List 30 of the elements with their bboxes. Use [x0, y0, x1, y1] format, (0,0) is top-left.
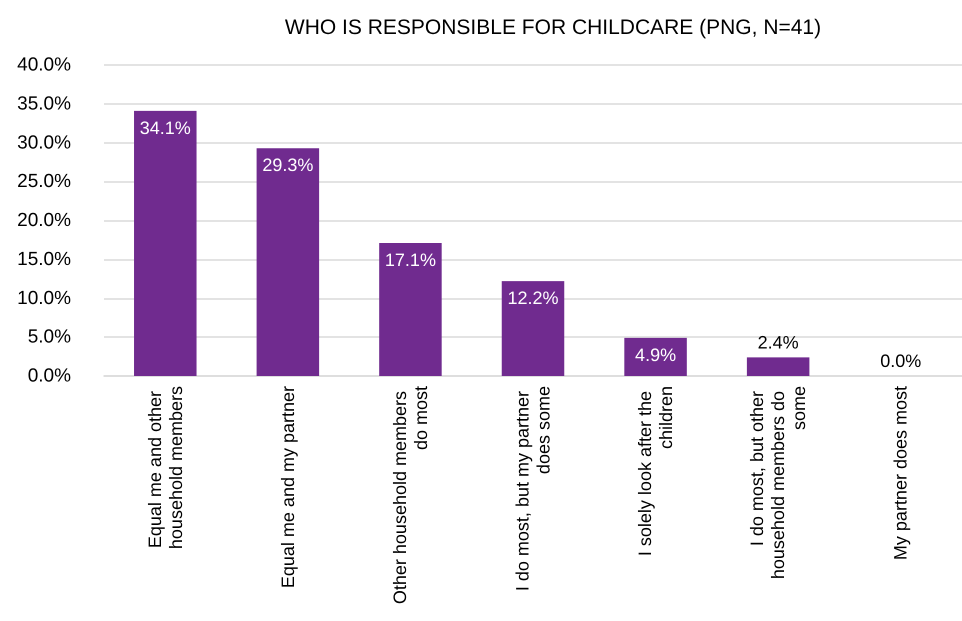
data-label: 12.2%: [507, 288, 559, 308]
y-tick-label: 25.0%: [17, 171, 72, 192]
data-label: 0.0%: [880, 351, 922, 371]
x-tick-label: Equal me and other household members: [144, 386, 186, 550]
y-tick-label: 30.0%: [17, 132, 72, 154]
data-label: 34.1%: [140, 118, 191, 138]
x-tick-label: I solely look after the children: [635, 386, 676, 556]
chart-title: WHO IS RESPONSIBLE FOR CHILDCARE (PNG, N=41): [284, 16, 822, 39]
y-tick-label: 20.0%: [17, 210, 72, 231]
x-tick-label: My partner does most: [890, 386, 911, 560]
y-tick-label: 0.0%: [28, 366, 72, 386]
bar: [746, 357, 810, 376]
bar: [379, 243, 442, 376]
y-tick-label: 15.0%: [17, 248, 72, 270]
bar: [134, 110, 197, 376]
data-label: 29.3%: [262, 155, 314, 176]
y-tick-label: 10.0%: [17, 288, 72, 309]
x-tick-label: Other household members do most: [390, 386, 431, 604]
x-tick-label: I do most, but my partner does some: [512, 386, 554, 592]
y-tick-label: 5.0%: [28, 326, 72, 348]
data-label: 2.4%: [758, 332, 799, 352]
x-tick-label: Equal me and my partner: [278, 386, 298, 588]
bar: [624, 338, 687, 376]
bar: [256, 148, 320, 376]
y-tick-label: 35.0%: [17, 93, 72, 114]
x-tick-label: I do most, but other household members do some: [747, 386, 810, 580]
data-label: 4.9%: [635, 344, 676, 365]
data-label: 17.1%: [384, 250, 436, 270]
y-tick-label: 40.0%: [17, 54, 72, 76]
bar: [502, 281, 564, 376]
